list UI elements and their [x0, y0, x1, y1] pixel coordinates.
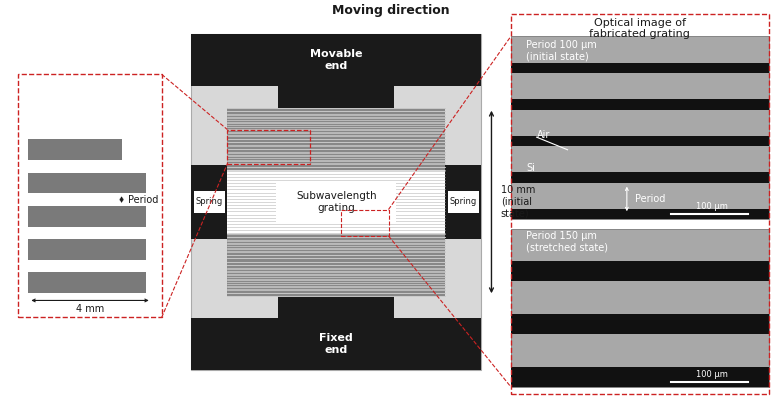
Bar — [29, 273, 146, 293]
Text: Period 100 μm
(initial state): Period 100 μm (initial state) — [526, 40, 597, 61]
Bar — [193, 191, 225, 213]
Text: Fixed
end: Fixed end — [319, 333, 353, 355]
Bar — [191, 34, 482, 370]
Bar — [191, 165, 228, 239]
Text: 100 μm: 100 μm — [696, 370, 728, 379]
Text: Movable
end: Movable end — [310, 49, 363, 71]
Bar — [510, 173, 768, 183]
Text: 10 mm
(initial
state): 10 mm (initial state) — [500, 185, 535, 219]
Bar — [278, 86, 394, 108]
Text: 4 mm: 4 mm — [76, 304, 104, 314]
Bar — [510, 367, 768, 387]
Bar — [29, 173, 146, 193]
Text: Spring: Spring — [196, 197, 223, 206]
Text: Period: Period — [635, 194, 665, 204]
Bar — [445, 165, 482, 239]
Bar — [19, 74, 162, 317]
Text: Period 150 μm
(stretched state): Period 150 μm (stretched state) — [526, 231, 608, 253]
Bar — [228, 234, 445, 296]
Text: Optical image of
fabricated grating: Optical image of fabricated grating — [589, 18, 690, 39]
Bar — [510, 209, 768, 219]
Bar — [510, 13, 768, 395]
Bar — [29, 139, 121, 160]
Bar — [448, 191, 479, 213]
Text: Period: Period — [127, 195, 158, 204]
Bar — [277, 181, 396, 223]
Text: Moving direction: Moving direction — [333, 4, 450, 17]
Text: 100 μm: 100 μm — [696, 202, 728, 211]
Bar — [510, 99, 768, 109]
Text: Subwavelength
grating: Subwavelength grating — [296, 191, 377, 213]
Bar — [510, 36, 768, 219]
Text: Air: Air — [537, 130, 550, 140]
Bar — [228, 130, 310, 164]
Bar — [340, 209, 388, 236]
Bar — [29, 206, 146, 226]
Bar — [191, 34, 482, 86]
Bar — [228, 108, 445, 296]
Bar — [29, 239, 146, 260]
Bar — [510, 262, 768, 282]
Bar — [510, 136, 768, 146]
Bar — [191, 318, 482, 370]
Bar — [228, 108, 445, 170]
Text: Spring: Spring — [450, 197, 477, 206]
Bar — [278, 296, 394, 318]
Bar — [510, 229, 768, 387]
Bar — [510, 314, 768, 334]
Bar — [510, 63, 768, 73]
Text: Si: Si — [526, 163, 535, 173]
